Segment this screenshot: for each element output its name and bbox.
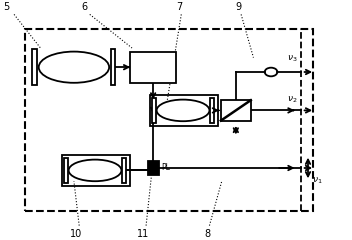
Text: PL: PL <box>161 163 170 173</box>
Ellipse shape <box>39 52 109 83</box>
Bar <box>150 95 218 126</box>
Text: 9: 9 <box>236 2 242 12</box>
Ellipse shape <box>157 100 209 121</box>
Ellipse shape <box>69 160 121 181</box>
Bar <box>221 100 251 120</box>
Bar <box>32 49 37 85</box>
Bar <box>25 29 313 211</box>
Bar <box>210 98 214 123</box>
Bar <box>64 158 68 183</box>
Text: 11: 11 <box>137 229 150 239</box>
Bar <box>152 98 156 123</box>
Text: $\nu_3$: $\nu_3$ <box>287 54 297 64</box>
Bar <box>111 49 115 85</box>
Text: $\nu_2$: $\nu_2$ <box>287 94 297 105</box>
Bar <box>122 158 126 183</box>
Text: 7: 7 <box>176 2 182 12</box>
Bar <box>148 161 159 175</box>
Bar <box>130 52 176 83</box>
Text: 10: 10 <box>70 229 83 239</box>
Text: $\nu_1$: $\nu_1$ <box>312 176 322 186</box>
Text: 8: 8 <box>204 229 210 239</box>
Text: 6: 6 <box>81 2 87 12</box>
Text: 5: 5 <box>4 2 10 12</box>
Bar <box>62 155 130 186</box>
